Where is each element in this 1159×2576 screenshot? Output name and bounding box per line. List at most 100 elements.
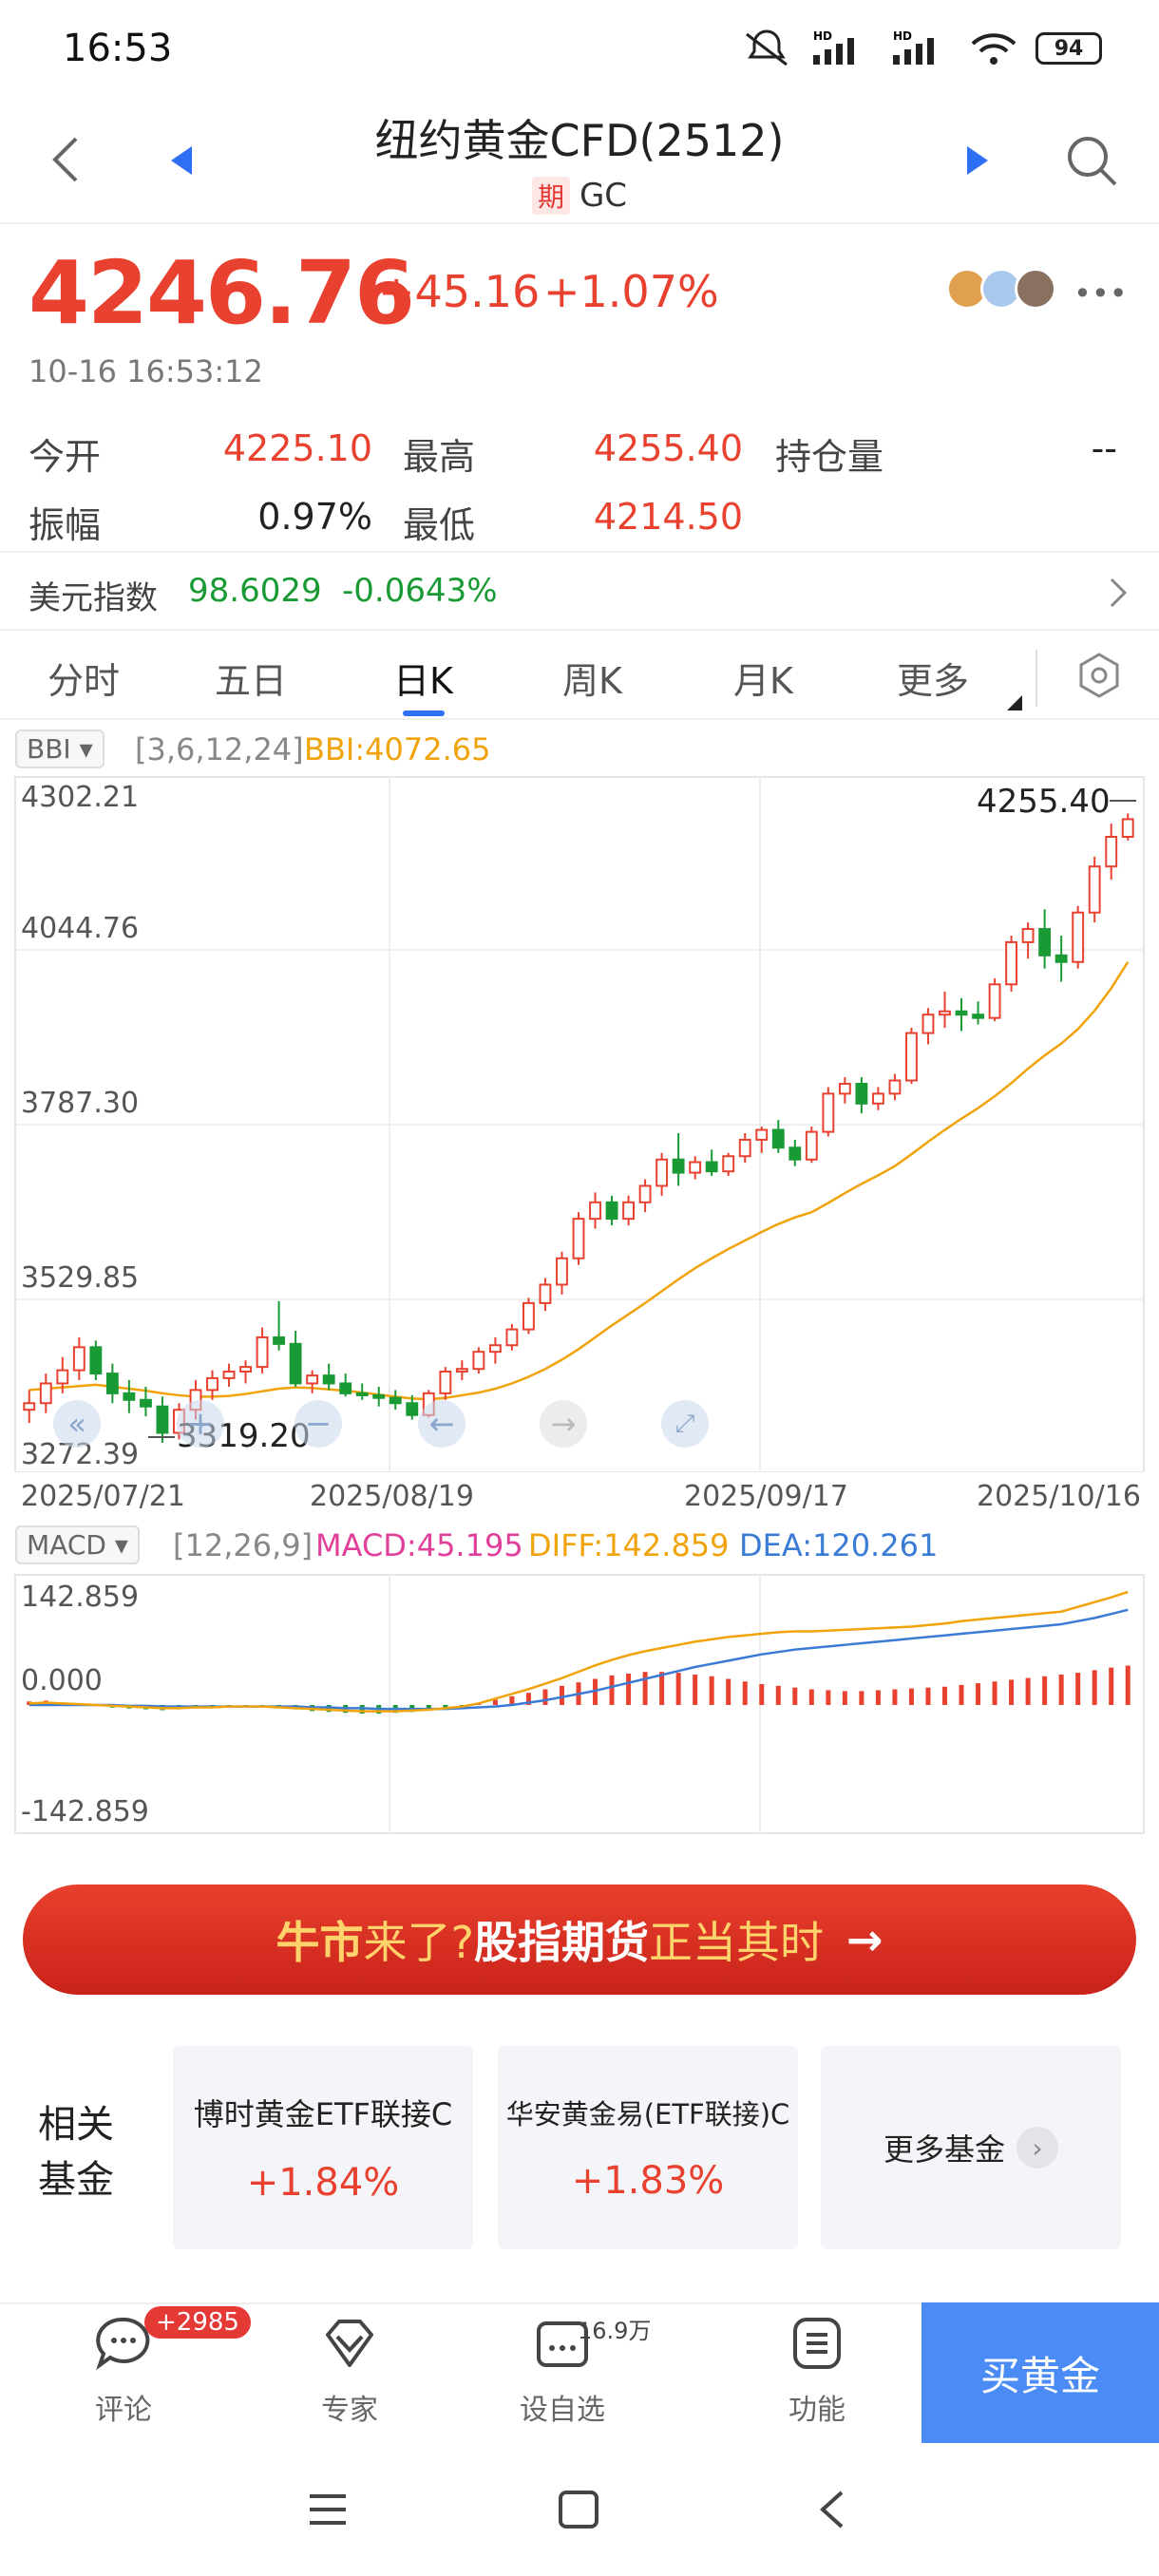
- system-back-icon[interactable]: [813, 2489, 851, 2530]
- candle: [322, 1363, 335, 1391]
- candle: [472, 1347, 485, 1374]
- candle-body: [522, 1301, 535, 1331]
- buy-gold-button[interactable]: 买黄金: [922, 2302, 1159, 2443]
- candle-body: [256, 1335, 269, 1369]
- candle: [788, 1139, 802, 1166]
- dea-value: DEA:120.261: [739, 1527, 939, 1563]
- expert-label: 专家: [321, 2394, 378, 2427]
- signal-icon-2: HD: [893, 29, 934, 65]
- tab-more[interactable]: 更多: [897, 660, 970, 702]
- usd-index-label: 美元指数: [28, 579, 158, 617]
- candle: [505, 1324, 519, 1351]
- more-funds-card[interactable]: 更多基金 ›: [821, 2046, 1121, 2249]
- y-tick-label: 3529.85: [21, 1261, 140, 1295]
- candle-body: [123, 1392, 136, 1401]
- macd-y-tick: -142.859: [21, 1795, 149, 1828]
- candle: [139, 1386, 152, 1417]
- usd-index-row[interactable]: 美元指数 98.6029 -0.0643%: [0, 551, 1159, 631]
- candle: [239, 1360, 252, 1384]
- header-divider: [0, 222, 1159, 224]
- zoom-out-button[interactable]: −: [294, 1400, 342, 1448]
- candle-body: [505, 1328, 519, 1347]
- candle-body: [622, 1201, 635, 1221]
- expert-button[interactable]: 专家: [283, 2314, 416, 2428]
- usd-index-value: 98.6029: [188, 572, 322, 610]
- candle: [488, 1336, 502, 1364]
- menu-icon: [793, 2318, 841, 2369]
- open-interest-value: --: [1091, 427, 1117, 469]
- candle-body: [1021, 928, 1035, 943]
- comment-button[interactable]: 评论: [57, 2314, 190, 2428]
- candle-body: [72, 1346, 86, 1372]
- candle-body: [1072, 911, 1085, 963]
- y-tick-label: 3787.30: [21, 1087, 140, 1120]
- tabs-divider: [0, 718, 1159, 720]
- macd-y-tick: 142.859: [21, 1581, 140, 1614]
- candle: [771, 1120, 785, 1153]
- sub-indicator-params: [12,26,9]: [173, 1527, 314, 1563]
- scroll-left-button[interactable]: ←: [418, 1400, 466, 1448]
- x-tick-label: 2025/07/21: [21, 1480, 185, 1513]
- scroll-right-button[interactable]: →: [540, 1400, 587, 1448]
- candle-body: [39, 1382, 52, 1405]
- candle: [605, 1195, 618, 1226]
- candlestick-chart[interactable]: [0, 769, 1159, 1472]
- candle: [1005, 935, 1018, 992]
- functions-button[interactable]: 功能: [750, 2314, 884, 2428]
- tab-intraday[interactable]: 分时: [48, 660, 121, 702]
- more-icon[interactable]: •••: [1074, 275, 1128, 312]
- search-icon[interactable]: [1064, 133, 1119, 188]
- candle: [273, 1300, 286, 1351]
- macd-chart[interactable]: [0, 1573, 1159, 1835]
- zoom-in-button[interactable]: +: [177, 1400, 224, 1448]
- high-value: 4255.40: [593, 427, 743, 469]
- candle: [822, 1087, 835, 1137]
- candle-body: [439, 1370, 452, 1394]
- candle-body: [838, 1082, 851, 1095]
- bbi-value: BBI:4072.65: [304, 731, 491, 767]
- home-icon[interactable]: [557, 2489, 600, 2530]
- comment-icon: [96, 2317, 150, 2371]
- main-indicator-select[interactable]: BBI ▾: [15, 729, 104, 768]
- tab-monthly-k[interactable]: 月K: [733, 660, 793, 702]
- candle: [988, 978, 1001, 1022]
- fund-card[interactable]: 博时黄金ETF联接C +1.84%: [173, 2046, 473, 2249]
- macd-y-tick: 0.000: [21, 1664, 103, 1697]
- community-avatars[interactable]: [946, 268, 1056, 310]
- fast-back-button[interactable]: «: [53, 1400, 101, 1448]
- battery-indicator: 94: [1036, 32, 1102, 65]
- tab-five-day[interactable]: 五日: [215, 660, 288, 702]
- candle: [72, 1336, 86, 1380]
- tab-weekly-k[interactable]: 周K: [562, 660, 622, 702]
- candle-body: [689, 1161, 702, 1174]
- diff-value: DIFF:142.859: [528, 1527, 730, 1563]
- back-icon[interactable]: [48, 133, 86, 186]
- next-contract-icon[interactable]: [965, 144, 990, 177]
- promo-banner[interactable]: 牛市 来了? 股指期货 正当其时 →: [23, 1885, 1136, 1995]
- tab-separator: [1036, 650, 1037, 707]
- candle-body: [1054, 954, 1068, 963]
- sub-indicator-select[interactable]: MACD ▾: [15, 1525, 140, 1564]
- fund-card[interactable]: 华安黄金易(ETF联接)C +1.83%: [498, 2046, 798, 2249]
- settings-icon[interactable]: [1075, 652, 1123, 699]
- candle-body: [23, 1402, 36, 1411]
- candle-body: [289, 1342, 302, 1385]
- candle: [222, 1363, 236, 1387]
- candle: [455, 1360, 468, 1380]
- recent-apps-icon[interactable]: [306, 2489, 350, 2530]
- avatar: [1015, 268, 1056, 310]
- candle: [622, 1195, 635, 1226]
- candle-body: [239, 1366, 252, 1373]
- add-watchlist-button[interactable]: 设自选: [496, 2314, 629, 2428]
- mute-icon: [746, 29, 788, 66]
- candle-body: [722, 1155, 735, 1173]
- candle-body: [488, 1344, 502, 1354]
- candle: [355, 1383, 369, 1400]
- prev-contract-icon[interactable]: [169, 144, 194, 177]
- candle-body: [905, 1032, 918, 1082]
- fullscreen-button[interactable]: ⤢: [661, 1400, 709, 1448]
- price-change: +45.16: [378, 266, 541, 317]
- tab-daily-k[interactable]: 日K: [393, 660, 453, 702]
- candle-body: [372, 1393, 386, 1399]
- main-indicator-params: [3,6,12,24]: [135, 731, 304, 767]
